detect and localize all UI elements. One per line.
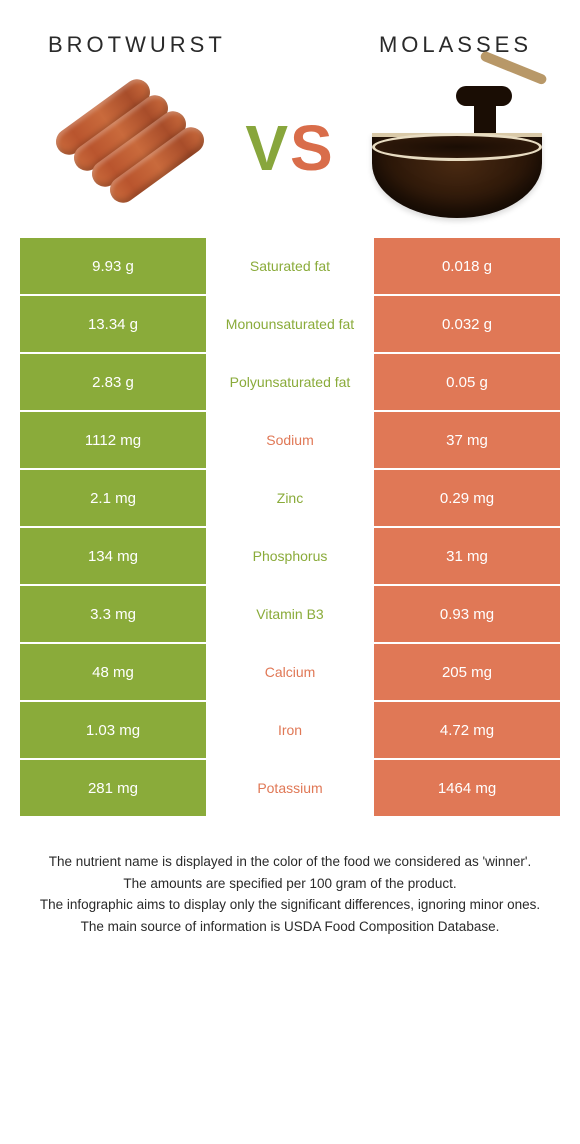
left-value: 134 mg [20,528,206,584]
hero-row: VS [0,70,580,238]
table-row: 1112 mgSodium37 mg [20,412,560,468]
left-value: 281 mg [20,760,206,816]
left-value: 3.3 mg [20,586,206,642]
right-value: 31 mg [374,528,560,584]
title-left: BROTWURST [48,32,226,58]
left-value: 1.03 mg [20,702,206,758]
table-row: 9.93 gSaturated fat0.018 g [20,238,560,294]
nutrient-table: 9.93 gSaturated fat0.018 g13.34 gMonouns… [0,238,580,816]
right-value: 0.032 g [374,296,560,352]
table-row: 281 mgPotassium1464 mg [20,760,560,816]
molasses-image [362,78,552,218]
left-value: 1112 mg [20,412,206,468]
left-value: 9.93 g [20,238,206,294]
footnotes: The nutrient name is displayed in the co… [0,818,580,936]
nutrient-label: Calcium [206,644,374,700]
right-value: 4.72 mg [374,702,560,758]
right-value: 37 mg [374,412,560,468]
footnote-line: The amounts are specified per 100 gram o… [28,874,552,894]
right-value: 0.05 g [374,354,560,410]
nutrient-label: Saturated fat [206,238,374,294]
right-value: 0.018 g [374,238,560,294]
comparison-infographic: BROTWURST MOLASSES VS 9.93 gSaturated fa… [0,0,580,936]
vs-s: S [290,112,335,184]
table-row: 48 mgCalcium205 mg [20,644,560,700]
right-value: 0.29 mg [374,470,560,526]
left-value: 13.34 g [20,296,206,352]
nutrient-label: Potassium [206,760,374,816]
right-value: 205 mg [374,644,560,700]
nutrient-label: Zinc [206,470,374,526]
nutrient-label: Phosphorus [206,528,374,584]
nutrient-label: Polyunsaturated fat [206,354,374,410]
nutrient-label: Sodium [206,412,374,468]
vs-v: V [245,112,290,184]
nutrient-label: Iron [206,702,374,758]
table-row: 3.3 mgVitamin B30.93 mg [20,586,560,642]
table-row: 2.83 gPolyunsaturated fat0.05 g [20,354,560,410]
title-right: MOLASSES [379,32,532,58]
nutrient-label: Vitamin B3 [206,586,374,642]
right-value: 0.93 mg [374,586,560,642]
table-row: 134 mgPhosphorus31 mg [20,528,560,584]
table-row: 2.1 mgZinc0.29 mg [20,470,560,526]
vs-label: VS [245,111,334,185]
left-value: 48 mg [20,644,206,700]
nutrient-label: Monounsaturated fat [206,296,374,352]
left-value: 2.83 g [20,354,206,410]
footnote-line: The infographic aims to display only the… [28,895,552,915]
table-row: 1.03 mgIron4.72 mg [20,702,560,758]
left-value: 2.1 mg [20,470,206,526]
table-row: 13.34 gMonounsaturated fat0.032 g [20,296,560,352]
brotwurst-image [28,78,218,218]
footnote-line: The nutrient name is displayed in the co… [28,852,552,872]
right-value: 1464 mg [374,760,560,816]
footnote-line: The main source of information is USDA F… [28,917,552,937]
